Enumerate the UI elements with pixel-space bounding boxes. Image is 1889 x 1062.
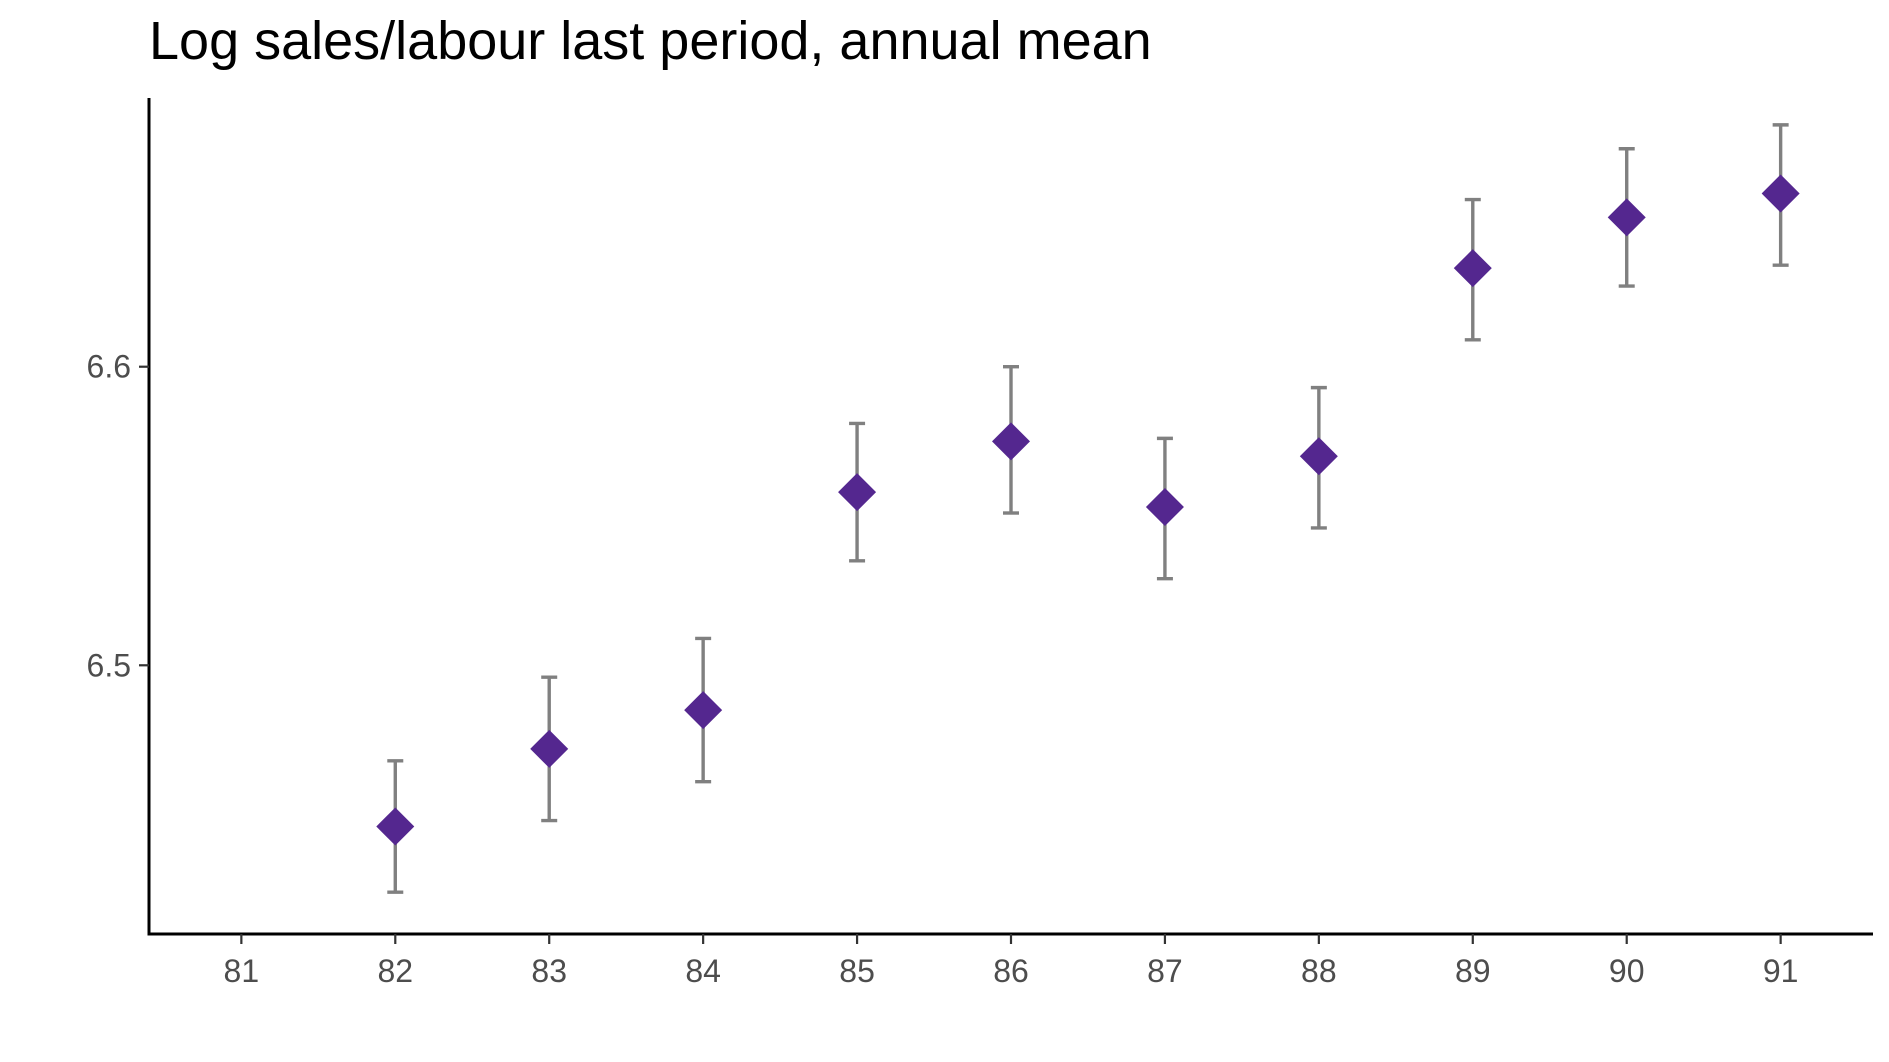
data-point-84: [684, 691, 723, 730]
x-tick-label-89: 89: [1455, 953, 1491, 989]
data-point-86: [992, 422, 1030, 461]
x-tick-label-87: 87: [1147, 953, 1183, 989]
x-tick-label-83: 83: [531, 953, 567, 989]
x-axis-ticks: 81 82 83 84 85 86 87 88 89 90 91: [224, 934, 1799, 989]
data-point-90: [1607, 198, 1646, 237]
data-point-91: [1761, 174, 1800, 213]
data-point-88: [1299, 437, 1338, 476]
data-point-89: [1453, 249, 1492, 288]
y-tick-label-6.5: 6.5: [87, 647, 131, 683]
x-tick-label-85: 85: [839, 953, 875, 989]
x-tick-label-81: 81: [224, 953, 260, 989]
chart-title: Log sales/labour last period, annual mea…: [149, 11, 1152, 71]
data-point-82: [376, 807, 415, 846]
data-markers: [376, 174, 1800, 846]
data-point-85: [838, 473, 877, 512]
x-tick-label-88: 88: [1301, 953, 1337, 989]
y-axis-ticks: 6.5 6.6: [87, 349, 149, 683]
error-bars: [387, 123, 1789, 894]
x-tick-label-86: 86: [993, 953, 1029, 989]
y-tick-label-6.6: 6.6: [87, 349, 131, 385]
x-tick-label-90: 90: [1609, 953, 1645, 989]
x-tick-label-82: 82: [377, 953, 413, 989]
data-point-83: [530, 729, 569, 768]
data-point-87: [1145, 488, 1184, 527]
x-tick-label-91: 91: [1763, 953, 1799, 989]
x-tick-label-84: 84: [685, 953, 721, 989]
